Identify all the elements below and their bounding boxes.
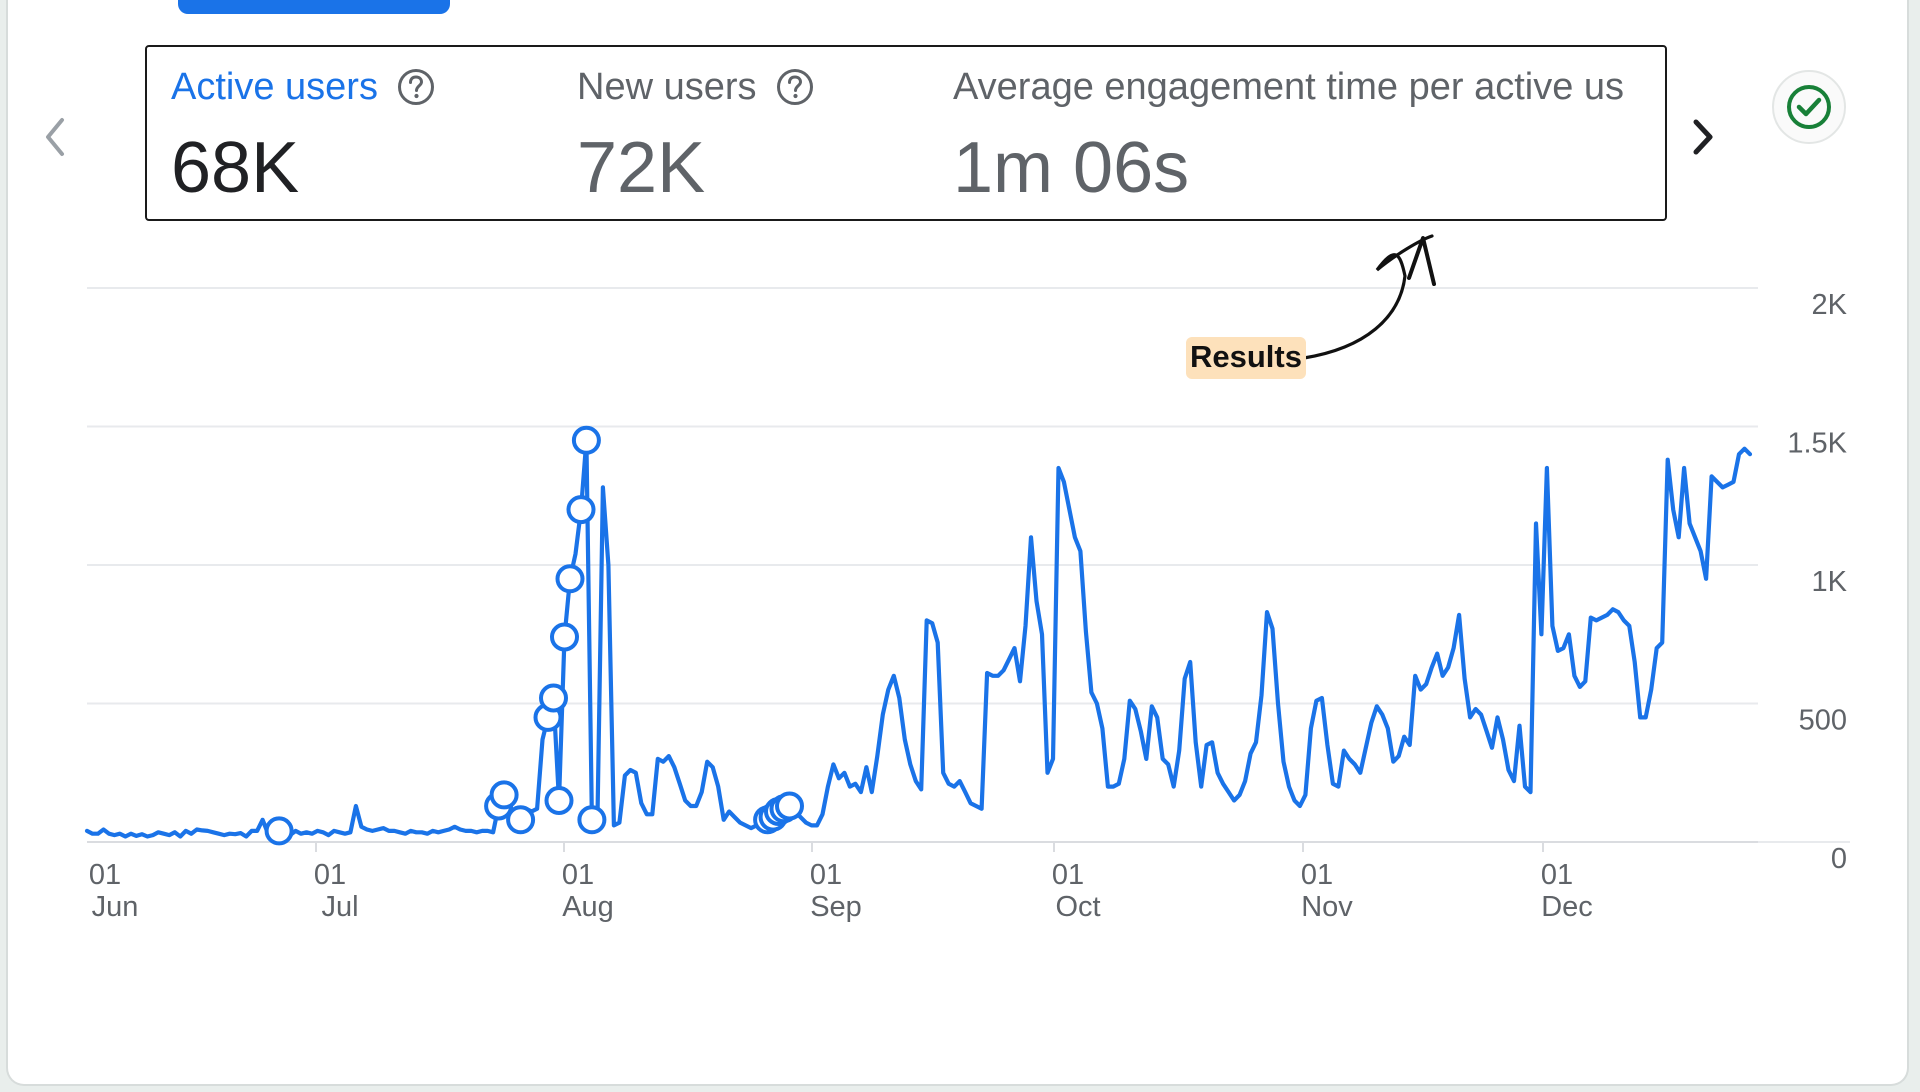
- x-tick-label: Jul: [321, 891, 358, 923]
- help-circle-icon[interactable]: [775, 67, 815, 107]
- x-tick-label: 01: [1541, 859, 1573, 891]
- chevron-right-icon[interactable]: [1686, 112, 1720, 162]
- metrics-summary: Active users 68K New users 72K Average e…: [145, 45, 1667, 221]
- status-check-button[interactable]: [1772, 70, 1846, 144]
- x-tick-label: Dec: [1541, 891, 1593, 923]
- anomaly-markers: [264, 425, 804, 846]
- anomaly-point: [539, 683, 568, 713]
- anomaly-point: [571, 425, 601, 455]
- anomaly-point: [544, 786, 574, 815]
- check-circle-icon: [1787, 85, 1831, 129]
- anomaly-point: [577, 805, 607, 835]
- y-tick-label: 2K: [1812, 289, 1848, 321]
- x-tick-label: 01: [562, 859, 594, 891]
- y-tick-label: 0: [1831, 843, 1847, 875]
- x-tick-label: 01: [810, 859, 842, 891]
- anomaly-point: [506, 805, 536, 835]
- metric-label: New users: [577, 65, 757, 108]
- x-tick-label: Aug: [562, 891, 614, 923]
- y-tick-label: 500: [1799, 705, 1847, 737]
- anomaly-point: [264, 816, 294, 846]
- analytics-card: [6, 0, 1909, 1086]
- x-tick-label: 01: [1052, 859, 1084, 891]
- anomaly-point: [550, 622, 579, 652]
- metric-label: Active users: [171, 65, 378, 108]
- x-tick-label: Jun: [92, 891, 139, 923]
- x-tick-label: Sep: [810, 891, 862, 923]
- chevron-left-icon[interactable]: [38, 112, 72, 162]
- help-circle-icon[interactable]: [396, 67, 436, 107]
- x-tick-label: 01: [1301, 859, 1333, 891]
- metric-value: 68K: [171, 128, 300, 208]
- y-axis-labels: 0 500 1K 1.5K 2K: [1787, 289, 1847, 875]
- x-tick-label: Oct: [1055, 891, 1100, 923]
- metric-new-users[interactable]: New users 72K: [577, 61, 815, 209]
- metric-avg-engagement-time[interactable]: Average engagement time per active us 1m…: [953, 61, 1624, 209]
- y-tick-label: 1.5K: [1787, 428, 1847, 460]
- metric-value: 1m 06s: [953, 128, 1190, 208]
- x-tick-label: Nov: [1301, 891, 1353, 923]
- anomaly-point: [566, 495, 596, 525]
- anomaly-point: [555, 564, 585, 594]
- x-tick-label: 01: [89, 859, 121, 891]
- anomaly-point: [489, 780, 519, 810]
- anomaly-point: [775, 791, 804, 821]
- annotation-arrow: [1302, 234, 1434, 360]
- metric-value: 72K: [577, 128, 706, 208]
- annotation-label: Results: [1186, 337, 1306, 379]
- metric-active-users[interactable]: Active users 68K: [171, 61, 436, 209]
- annotation-arrowhead: [1407, 236, 1436, 286]
- metric-label: Average engagement time per active us: [953, 65, 1625, 108]
- active-tab-indicator: [178, 0, 450, 14]
- series-line-active-users: [84, 438, 1753, 839]
- chart-grid: [87, 287, 1850, 843]
- x-tick-label: 01: [314, 859, 346, 891]
- y-tick-label: 1K: [1812, 566, 1848, 598]
